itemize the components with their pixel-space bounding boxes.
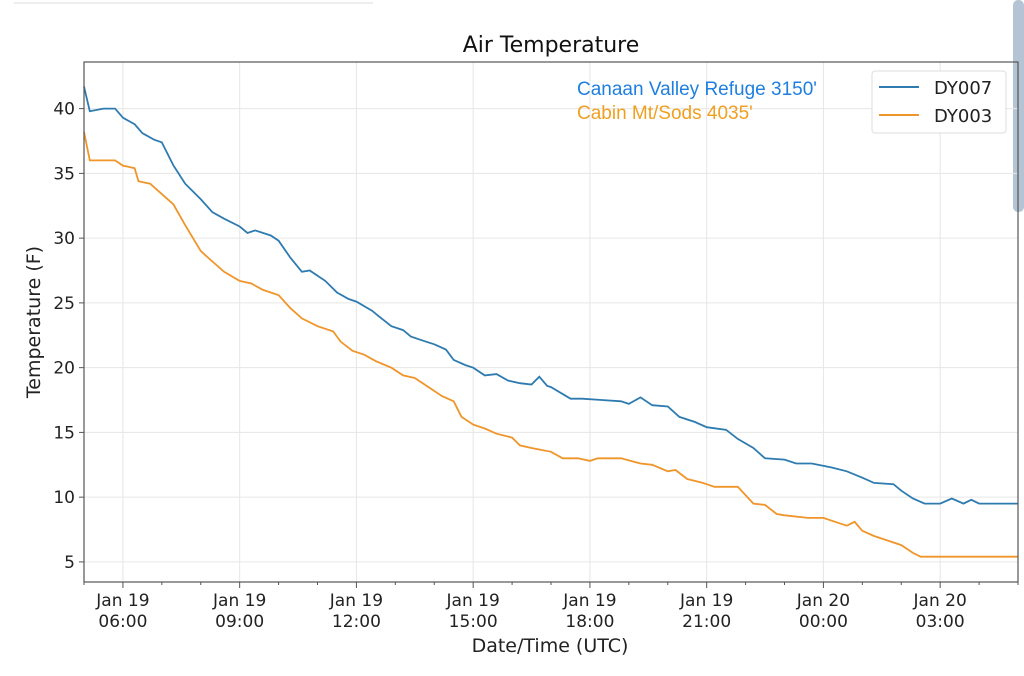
legend-label-dy007: DY007	[934, 78, 992, 99]
y-tick-label: 25	[53, 294, 75, 314]
y-tick-label: 40	[53, 100, 75, 120]
x-tick-time: 09:00	[215, 612, 264, 632]
grid	[84, 62, 1018, 582]
x-tick-date: Jan 19	[562, 591, 616, 611]
y-axis-label: Temperature (F)	[23, 246, 45, 399]
y-tick-label: 30	[53, 229, 75, 249]
y-tick-label: 5	[64, 553, 75, 573]
x-tick-time: 06:00	[98, 612, 147, 632]
x-tick-date: Jan 19	[679, 591, 733, 611]
x-tick-time: 21:00	[682, 612, 731, 632]
y-tick-label: 10	[53, 488, 75, 508]
x-tick-time: 18:00	[565, 612, 614, 632]
annotation-canaan-valley: Canaan Valley Refuge 3150'	[577, 79, 817, 100]
x-tick-date: Jan 20	[796, 591, 850, 611]
x-tick-date: Jan 20	[913, 591, 967, 611]
x-tick-time: 12:00	[332, 612, 381, 632]
y-axis: 5 10 15 20 25 30 35 40	[53, 100, 84, 573]
y-tick-label: 15	[53, 423, 75, 443]
x-tick-date: Jan 19	[329, 591, 383, 611]
series-line-dy003	[83, 131, 1018, 558]
x-tick-time: 15:00	[449, 612, 498, 632]
x-tick-date: Jan 19	[95, 591, 149, 611]
x-axis-label: Date/Time (UTC)	[472, 635, 629, 657]
x-tick-date: Jan 19	[446, 591, 500, 611]
y-tick-label: 20	[53, 359, 75, 379]
series-line-dy007	[83, 86, 1018, 505]
series-lines	[83, 86, 1018, 558]
x-tick-date: Jan 19	[212, 591, 266, 611]
x-tick-time: 00:00	[799, 612, 848, 632]
plot-frame	[83, 61, 1019, 583]
x-tick-time: 03:00	[916, 612, 965, 632]
legend: DY007 DY003	[871, 70, 1007, 134]
annotation-cabin-mt: Cabin Mt/Sods 4035'	[577, 103, 753, 124]
y-tick-label: 35	[53, 164, 75, 184]
chart-title: Air Temperature	[463, 33, 640, 58]
legend-label-dy003: DY003	[934, 106, 992, 127]
